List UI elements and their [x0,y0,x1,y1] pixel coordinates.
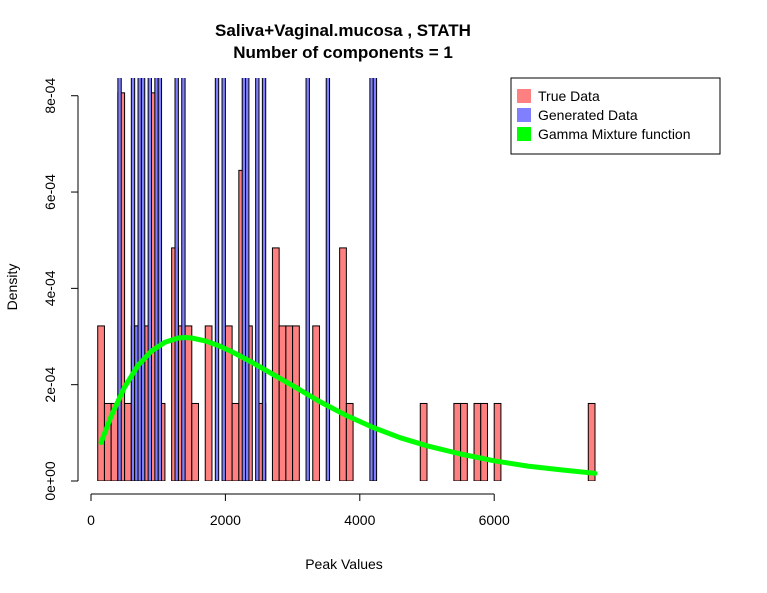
x-axis-label: Peak Values [305,556,383,572]
y-tick-label: 0e+00 [42,461,58,501]
true-data-bar [204,325,213,481]
generated-data-bar [214,78,220,481]
legend-box [510,77,721,155]
y-tick-label: 8e-04 [42,78,58,114]
generated-data-bar [325,78,331,481]
generated-data-bar [154,78,159,481]
true-data-bar [285,325,294,481]
y-tick-label: 2e-04 [42,367,58,403]
generated-data-bar [157,78,163,481]
generated-data-bar [137,78,142,481]
generated-data-bar [147,78,152,481]
chart-subtitle: Number of components = 1 [233,43,453,62]
generated-data-bar [117,78,122,481]
true-data-bar [345,402,354,481]
legend-label: True Data [538,88,600,104]
legend-swatch [517,127,531,141]
true-data-bar [493,402,502,481]
legend-label: Gamma Mixture function [538,126,691,142]
x-tick-label: 6000 [479,512,510,528]
true-data-bar [453,402,462,481]
legend-swatch [517,108,531,122]
y-tick-label: 4e-04 [42,270,58,306]
true-data-bar [191,402,200,481]
true-data-bar [339,247,347,481]
x-tick-label: 0 [87,512,95,528]
true-data-bar [124,402,132,481]
generated-data-bar [174,78,179,481]
true-data-bar [473,402,482,481]
generated-data-bar [255,78,260,481]
generated-data-bar [241,78,247,481]
generated-data-bar [181,78,186,481]
true-data-bar [184,325,193,481]
legend: True Data Generated Data Gamma Mixture fun… [510,77,721,155]
x-tick-label: 2000 [210,512,241,528]
chart-title: Saliva+Vaginal.mucosa , STATH [215,21,471,40]
generated-data-bar [305,78,310,481]
true-data-bar [292,325,300,481]
true-data-bar [231,402,240,481]
true-data-bar [278,325,287,481]
true-data-bar [460,402,468,481]
x-tick-label: 4000 [344,512,375,528]
generated-data-bar [134,325,139,481]
generated-data-bar [221,78,226,481]
gamma-mixture-curve [98,335,598,476]
y-axis: 0e+00 2e-04 4e-04 6e-04 8e-04 [42,78,79,501]
generated-data-bars [117,78,378,481]
generated-data-bar [369,78,374,481]
generated-data-bar [261,78,267,481]
y-axis-label: Density [4,264,20,311]
generated-data-bar [130,78,136,481]
x-axis: 0 2000 4000 6000 [87,493,510,528]
legend-label: Generated Data [538,107,638,123]
true-data-bar [271,247,280,481]
true-data-bar [480,402,488,481]
generated-data-bar [245,78,250,481]
generated-data-bar [140,78,146,481]
generated-data-bar [372,78,378,481]
y-tick-label: 6e-04 [42,174,58,210]
true-data-bar [97,325,105,481]
true-data-bar [587,402,596,481]
legend-swatch [517,89,531,103]
